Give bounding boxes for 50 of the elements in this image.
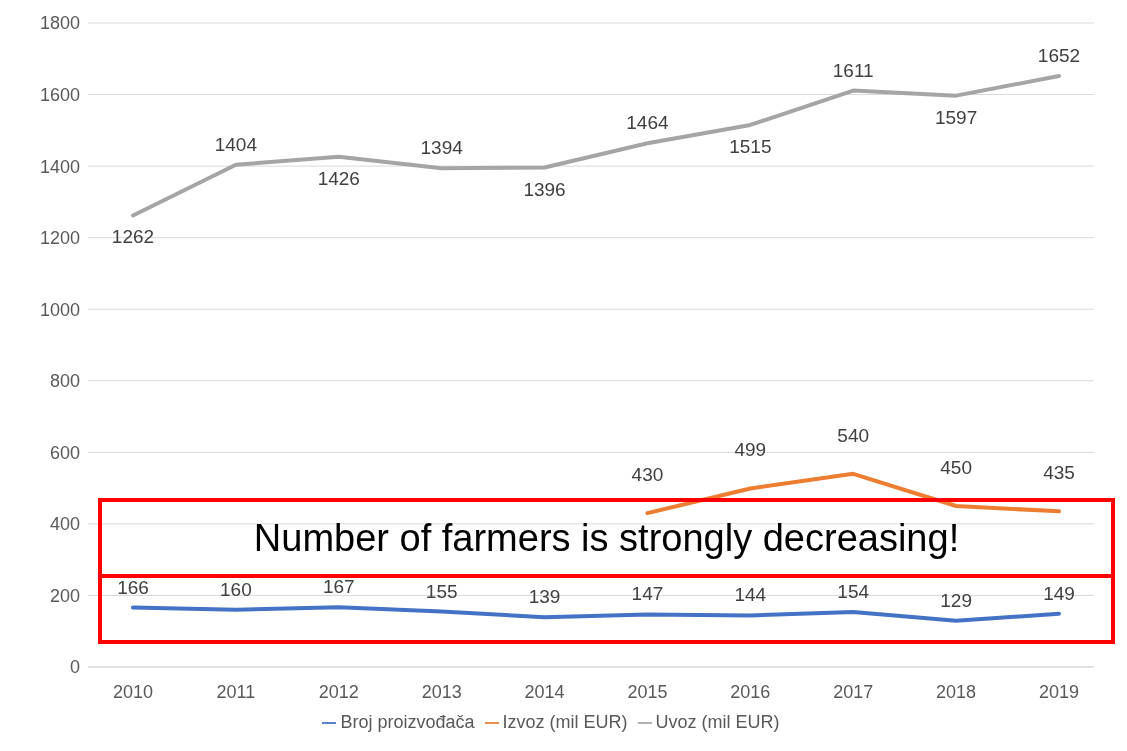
data-label: 1597 [934, 106, 978, 128]
data-label: 450 [940, 457, 972, 478]
x-tick-label: 2017 [833, 681, 874, 702]
y-tick-label: 1000 [39, 299, 80, 320]
x-tick-label: 2010 [112, 681, 154, 702]
data-label: 430 [631, 464, 664, 486]
legend-label: Broj proizvođača [340, 712, 475, 732]
data-label: 155 [425, 580, 458, 602]
data-label: 167 [322, 576, 355, 598]
data-label: 147 [631, 583, 664, 605]
line-series [131, 605, 1061, 623]
data-label: 1396 [523, 178, 566, 200]
x-tick-label: 2013 [421, 681, 462, 702]
data-label: 499 [734, 439, 767, 461]
data-label: 149 [1043, 582, 1075, 604]
data-label: 435 [1043, 462, 1075, 484]
data-label: 1515 [729, 135, 772, 157]
x-tick-label: 2016 [730, 681, 771, 702]
data-label: 1426 [317, 167, 360, 189]
x-tick-label: 2012 [318, 681, 359, 702]
x-tick-label: 2011 [216, 681, 256, 702]
data-label: 166 [117, 576, 149, 598]
y-tick-label: 1600 [39, 84, 80, 105]
y-tick-label: 200 [49, 585, 80, 606]
y-tick-label: 1200 [39, 228, 80, 249]
x-tick-label: 2019 [1038, 681, 1080, 702]
y-tick-label: 600 [49, 442, 80, 463]
data-label: 160 [220, 578, 252, 600]
callout-box: Number of farmers is strongly decreasing! [98, 498, 1115, 578]
y-tick-label: 0 [69, 657, 80, 678]
y-tick-label: 800 [49, 371, 80, 392]
x-tick-label: 2018 [936, 681, 977, 702]
data-label: 1652 [1037, 44, 1081, 66]
data-label: 154 [837, 580, 870, 602]
data-label: 139 [528, 586, 561, 608]
y-tick-label: 1800 [39, 13, 80, 34]
data-label: 129 [940, 589, 972, 611]
x-tick-label: 2015 [627, 681, 668, 702]
legend-label: Izvoz (mil EUR) [502, 712, 628, 732]
y-tick-label: 400 [49, 514, 80, 535]
data-label: 1404 [214, 133, 258, 155]
data-label: 540 [837, 424, 870, 446]
data-label: 144 [734, 584, 767, 606]
x-tick-label: 2014 [524, 681, 565, 702]
data-label: 1611 [832, 59, 874, 81]
data-label: 1464 [626, 112, 669, 134]
y-tick-label: 1400 [39, 156, 80, 177]
data-label: 1394 [420, 137, 464, 159]
data-label: 1262 [111, 226, 155, 248]
legend-label: Uvoz (mil EUR) [655, 712, 780, 732]
